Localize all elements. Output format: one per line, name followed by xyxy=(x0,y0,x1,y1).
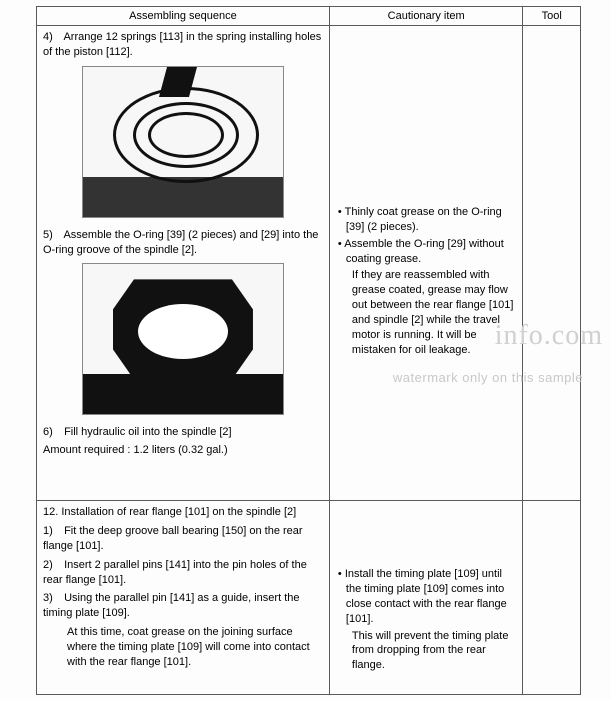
caution-subtext: This will prevent the timing plate from … xyxy=(336,629,517,674)
step-number: 3) xyxy=(43,591,61,606)
step-number: 4) xyxy=(43,30,61,45)
step-text: Fit the deep groove ball bearing [150] o… xyxy=(43,525,303,552)
header-sequence: Assembling sequence xyxy=(37,7,330,26)
caution-bullet: • Install the timing plate [109] until t… xyxy=(336,567,517,626)
table-row: 12. Installation of rear flange [101] on… xyxy=(37,501,581,694)
step-text: Assemble the O-ring [39] (2 pieces) and … xyxy=(43,229,318,256)
step-text: Fill hydraulic oil into the spindle [2] xyxy=(64,426,232,438)
header-tool: Tool xyxy=(523,7,581,26)
figure-oring xyxy=(82,263,284,415)
step-number: 2) xyxy=(43,558,61,573)
amount-text: Amount required : 1.2 liters (0.32 gal.) xyxy=(43,444,323,456)
step-note: At this time, coat grease on the joining… xyxy=(43,625,323,670)
step-number: 6) xyxy=(43,425,61,440)
step-text: Arrange 12 springs [113] in the spring i… xyxy=(43,31,321,58)
step-number: 1) xyxy=(43,524,61,539)
caution-bullet: • Assemble the O-ring [29] without coati… xyxy=(336,237,517,267)
tool-cell xyxy=(523,501,581,694)
table-row: 4) Arrange 12 springs [113] in the sprin… xyxy=(37,26,581,501)
step-text: Using the parallel pin [141] as a guide,… xyxy=(43,592,300,619)
step-number: 5) xyxy=(43,228,61,243)
caution-subtext: If they are reassembled with grease coat… xyxy=(336,268,517,357)
step-text: Insert 2 parallel pins [141] into the pi… xyxy=(43,559,307,586)
tool-cell xyxy=(523,26,581,501)
assembly-table: Assembling sequence Cautionary item Tool… xyxy=(36,6,581,695)
section-title: 12. Installation of rear flange [101] on… xyxy=(43,505,323,520)
figure-springs xyxy=(82,66,284,218)
caution-bullet: • Thinly coat grease on the O-ring [39] … xyxy=(336,205,517,235)
header-caution: Cautionary item xyxy=(329,7,523,26)
